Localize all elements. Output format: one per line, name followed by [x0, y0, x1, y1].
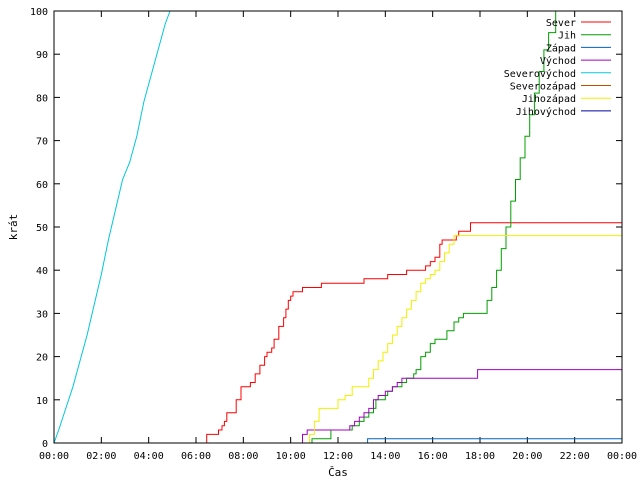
series-lines	[53, 10, 622, 444]
legend-label: Jihovýchod	[516, 106, 576, 118]
x-tick-label: 02:00	[86, 451, 116, 462]
y-tick-label: 90	[36, 50, 48, 61]
x-tick-label: 08:00	[228, 451, 258, 462]
series-line-vychod	[54, 369, 622, 444]
x-tick-label: 06:00	[181, 451, 211, 462]
legend-label: Severozápad	[510, 81, 576, 93]
y-tick-label: 100	[30, 7, 48, 18]
legend-label: Severovýchod	[504, 68, 576, 80]
y-axis-ticks: 0 10 20 30 40 50 60 70 80 90 100	[30, 7, 622, 450]
legend: Sever JihZápadVýchodSeverovýchodSeverozáp…	[504, 18, 611, 118]
y-tick-label: 70	[36, 137, 48, 148]
x-axis-label: Čas	[328, 466, 348, 479]
x-tick-label: 14:00	[370, 451, 400, 462]
y-tick-label: 60	[36, 180, 48, 191]
series-line-severovychod	[53, 10, 171, 444]
y-tick-label: 30	[36, 309, 48, 320]
x-tick-label: 18:00	[465, 451, 495, 462]
legend-label: Východ	[540, 55, 576, 67]
series-line-jih	[54, 11, 557, 444]
y-tick-label: 80	[36, 93, 48, 104]
y-axis-label: krát	[7, 214, 20, 241]
x-tick-label: 16:00	[418, 451, 448, 462]
x-tick-label: 04:00	[134, 451, 164, 462]
x-axis-ticks: 00:00 02:00 04:00 06:00 08:00 10:00 12:00 14:00…	[39, 11, 637, 462]
legend-label: Západ	[546, 42, 576, 54]
series-line-jihozapad	[54, 235, 622, 444]
legend-label: Jih	[558, 31, 576, 42]
y-tick-label: 40	[36, 266, 48, 277]
legend-label: Sever	[546, 18, 576, 29]
y-tick-label: 50	[36, 223, 48, 234]
x-tick-label: 22:00	[560, 451, 590, 462]
x-tick-label: 00:00	[607, 451, 637, 462]
x-tick-label: 10:00	[276, 451, 306, 462]
plot-frame	[53, 10, 623, 444]
y-tick-label: 20	[36, 353, 48, 364]
x-tick-label: 00:00	[39, 451, 69, 462]
x-tick-label: 12:00	[323, 451, 353, 462]
legend-label: Jihozápad	[522, 93, 576, 105]
y-tick-label: 10	[36, 396, 48, 407]
series-line-sever	[54, 222, 622, 444]
y-tick-label: 0	[42, 439, 48, 450]
x-tick-label: 20:00	[512, 451, 542, 462]
